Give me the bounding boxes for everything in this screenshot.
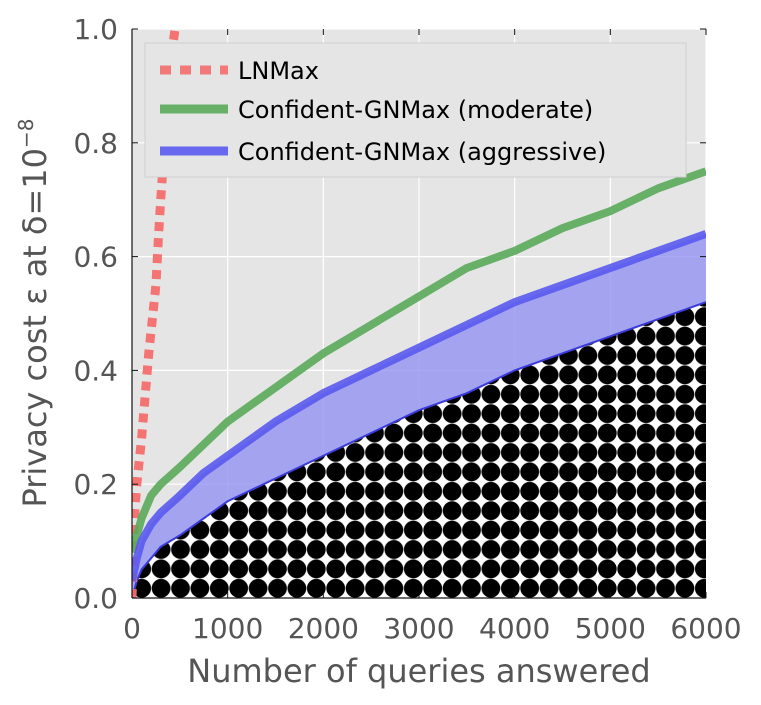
series-line-2: [132, 230, 706, 582]
x-tick-label-1: 1000: [192, 612, 263, 645]
shaded-band: [132, 233, 706, 598]
data-layer: [132, 29, 706, 598]
x-tick-label-0: 0: [123, 612, 141, 645]
x-tick-label-6: 6000: [670, 612, 741, 645]
y-axis-label: Privacy cost ε at δ=10−8: [14, 119, 54, 508]
y-axis-label-prefix: Privacy cost ε at δ=10: [16, 148, 54, 508]
band-lower-line: [132, 301, 706, 598]
x-tick-label-3: 3000: [383, 612, 454, 645]
y-tick-label-1: 0.2: [73, 468, 118, 501]
y-tick-label-5: 1.0: [73, 13, 118, 46]
series-line-1: [132, 167, 706, 554]
x-tick-label-2: 2000: [288, 612, 359, 645]
legend-label-0: LNMax: [238, 57, 319, 85]
hatched-region: [132, 302, 706, 598]
x-tick-label-4: 4000: [479, 612, 550, 645]
y-tick-label-3: 0.6: [73, 241, 118, 274]
x-axis-label: Number of queries answered: [187, 652, 650, 690]
legend-box: [144, 42, 687, 178]
y-tick-label-4: 0.8: [73, 127, 118, 160]
legend-label-1: Confident-GNMax (moderate): [238, 96, 593, 124]
axes: 0 1000 2000 3000 4000 5000 6000 0.0 0.2 0.4 0.6 0.8…: [73, 13, 741, 645]
y-tick-label-0: 0.0: [73, 582, 118, 615]
legend: LNMax Confident-GNMax (moderate) Confident…: [144, 42, 687, 178]
y-axis-label-exponent: −8: [14, 119, 38, 148]
legend-label-2: Confident-GNMax (aggressive): [238, 138, 606, 166]
x-tick-label-5: 5000: [575, 612, 646, 645]
y-tick-label-2: 0.4: [73, 354, 118, 387]
